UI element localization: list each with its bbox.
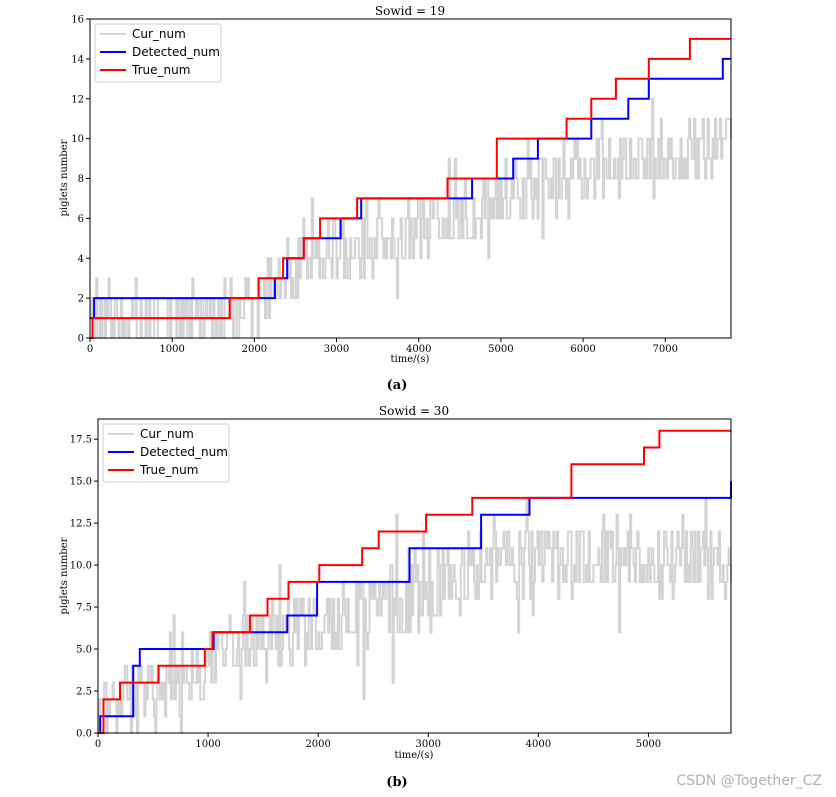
series-detected-num-a [90, 57, 731, 320]
axes-frame-b [97, 418, 732, 734]
plot-area-a [90, 37, 732, 339]
caption-a: (a) [387, 378, 408, 393]
x-tick-label: 6000 [570, 344, 595, 355]
legend-label-true-num: True_num [131, 63, 190, 77]
x-tick-label: 0 [87, 344, 93, 355]
x-tick-label: 5000 [636, 739, 661, 750]
x-axis-label-a: time/(s) [391, 354, 430, 365]
y-tick-label: 17.5 [70, 435, 92, 446]
x-tick-label: 5000 [488, 344, 513, 355]
x-tick-label: 4000 [406, 344, 431, 355]
series-true-num-b [98, 429, 731, 734]
y-tick-label: 16 [71, 15, 84, 26]
x-tick-label: 4000 [526, 739, 551, 750]
legend-a: Cur_num Detected_num True_num [94, 23, 222, 83]
watermark: CSDN @Together_CZ [676, 773, 822, 789]
caption-b: (b) [386, 775, 407, 790]
y-tick-label: 10 [71, 134, 84, 145]
x-tick-label: 7000 [653, 344, 678, 355]
y-tick-label: 4 [78, 254, 84, 265]
axis-ticks-b: 0 1000 2000 3000 4000 5000 0.0 2.5 5.0 7.5 10.0 12.… [70, 435, 661, 750]
series-true-num-a [90, 37, 731, 339]
x-tick-label: 1000 [195, 739, 220, 750]
y-tick-label: 12 [71, 94, 84, 105]
legend-label-cur-num: Cur_num [140, 427, 194, 441]
y-tick-label: 7.5 [76, 603, 92, 614]
x-axis-label-b: time/(s) [395, 750, 434, 761]
legend-label-detected-num: Detected_num [140, 445, 228, 459]
chart-panel-b: 0 1000 2000 3000 4000 5000 0.0 2.5 5.0 7.5 10.0 12.… [59, 404, 732, 790]
series-line-cur-num [98, 496, 732, 734]
y-tick-label: 0.0 [76, 729, 92, 740]
y-tick-label: 0 [78, 334, 84, 345]
legend-box-b [102, 423, 230, 483]
y-tick-label: 12.5 [70, 519, 92, 530]
x-tick-label: 2000 [305, 739, 330, 750]
series-cur-num-b [98, 496, 732, 734]
x-tick-label: 2000 [242, 344, 267, 355]
y-tick-label: 10.0 [70, 561, 92, 572]
chart-title-a: Sowid = 19 [375, 4, 445, 18]
y-tick-label: 6 [78, 214, 84, 225]
x-tick-label: 3000 [324, 344, 349, 355]
legend-b: Cur_num Detected_num True_num [102, 423, 230, 483]
series-detected-num-b [98, 481, 732, 734]
chart-title-b: Sowid = 30 [379, 404, 449, 418]
y-tick-label: 14 [71, 54, 84, 65]
series-cur-num-a [90, 97, 732, 339]
y-tick-label: 8 [78, 174, 84, 185]
x-tick-label: 3000 [416, 739, 441, 750]
y-axis-label-b: piglets number [59, 537, 70, 614]
x-tick-label: 0 [95, 739, 101, 750]
series-line-cur-num [90, 97, 732, 339]
y-tick-label: 2 [78, 294, 84, 305]
y-tick-label: 2.5 [76, 687, 92, 698]
legend-label-detected-num: Detected_num [132, 45, 220, 59]
y-tick-label: 5.0 [76, 645, 92, 656]
axis-ticks-a: 0 1000 2000 3000 4000 5000 6000 7000 0 2 4 6 8 10 12 14… [71, 15, 678, 356]
plot-area-b [98, 429, 732, 734]
y-axis-label-a: piglets number [59, 139, 70, 216]
y-tick-label: 15.0 [70, 477, 92, 488]
legend-box-a [94, 23, 222, 83]
chart-panel-a: 0 1000 2000 3000 4000 5000 6000 7000 0 2 4 6 8 10 12 14… [59, 4, 732, 393]
legend-label-true-num: True_num [139, 463, 198, 477]
x-tick-label: 1000 [159, 344, 184, 355]
legend-label-cur-num: Cur_num [132, 27, 186, 41]
